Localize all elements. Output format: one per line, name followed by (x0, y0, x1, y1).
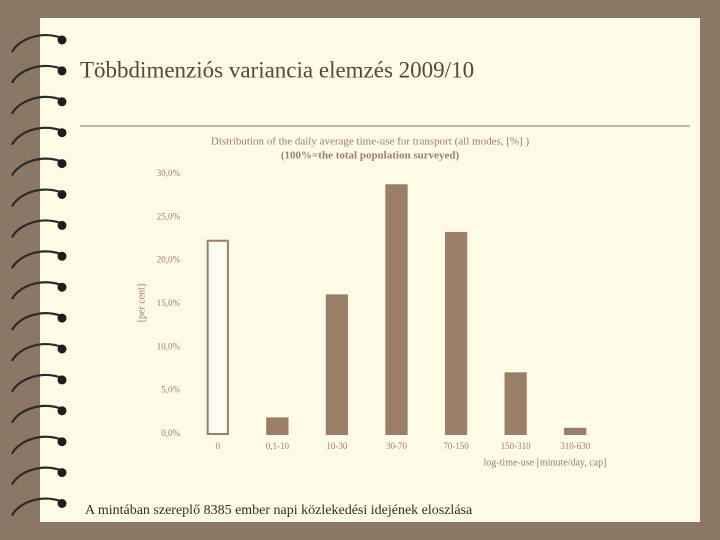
spiral-hole (57, 220, 67, 230)
spiral-hole (57, 66, 67, 76)
spiral-hole (57, 375, 67, 385)
bar (206, 239, 229, 435)
spiral-ring (11, 497, 63, 517)
y-tick-label: 15,0% (157, 298, 181, 308)
spiral-ring (11, 64, 63, 84)
chart-subtitle: (100%=the total population surveyed) (281, 150, 460, 162)
y-tick-label: 0,0% (161, 428, 180, 438)
x-tick-label: 30-70 (386, 441, 407, 451)
bar (385, 184, 408, 435)
bar (325, 294, 349, 436)
spiral-hole (57, 499, 67, 508)
caption: A mintában szereplő 8385 ember napi közl… (85, 503, 473, 518)
spiral-hole (57, 313, 67, 323)
y-tick-label: 25,0% (157, 211, 181, 221)
spiral-ring (11, 126, 63, 146)
spiral-hole (57, 190, 67, 199)
spiral-ring (11, 312, 63, 331)
spiral-ring (11, 219, 63, 238)
spiral-hole (57, 35, 67, 45)
slide-title: Többdimenziós variancia elemzés 2009/10 (80, 57, 474, 82)
spiral-hole (57, 468, 67, 478)
spiral-hole (57, 406, 67, 416)
spiral-ring (11, 343, 63, 362)
spiral-hole (57, 437, 67, 447)
spiral-hole (57, 251, 67, 261)
paper (40, 18, 700, 522)
y-tick-label: 5,0% (161, 385, 180, 395)
spiral-hole (57, 282, 67, 292)
spiral-binding (11, 34, 67, 517)
x-tick-label: 150-310 (501, 441, 531, 451)
chart-title: Distribution of the daily average time-u… (211, 136, 530, 148)
spiral-ring (11, 281, 63, 300)
y-tick-label: 30,0% (157, 168, 181, 178)
bar (444, 231, 468, 435)
spiral-hole (57, 344, 67, 354)
x-tick-label: 10-30 (326, 441, 347, 451)
x-axis-label: log-time-use [minute/day, cap] (484, 457, 607, 468)
y-tick-label: 20,0% (157, 255, 181, 265)
x-tick-label: 0 (216, 441, 221, 451)
spiral-ring (11, 157, 63, 177)
spiral-ring (11, 373, 63, 393)
x-tick-label: 70-150 (443, 441, 469, 451)
bar (564, 427, 587, 435)
spiral-ring (11, 435, 63, 455)
y-tick-label: 10,0% (157, 341, 181, 351)
y-axis-label: [per cent] (136, 284, 147, 323)
spiral-ring (11, 34, 63, 53)
spiral-ring (11, 188, 63, 208)
x-tick-label: 0,1-10 (266, 441, 290, 451)
bar (266, 417, 289, 435)
spiral-hole (57, 159, 67, 169)
spiral-ring (11, 466, 63, 486)
spiral-ring (11, 404, 63, 424)
spiral-ring (11, 95, 63, 115)
x-tick-label: 310-630 (560, 441, 590, 451)
spiral-hole (57, 97, 67, 107)
spiral-ring (11, 250, 63, 269)
spiral-hole (57, 128, 67, 138)
bar (504, 372, 527, 436)
